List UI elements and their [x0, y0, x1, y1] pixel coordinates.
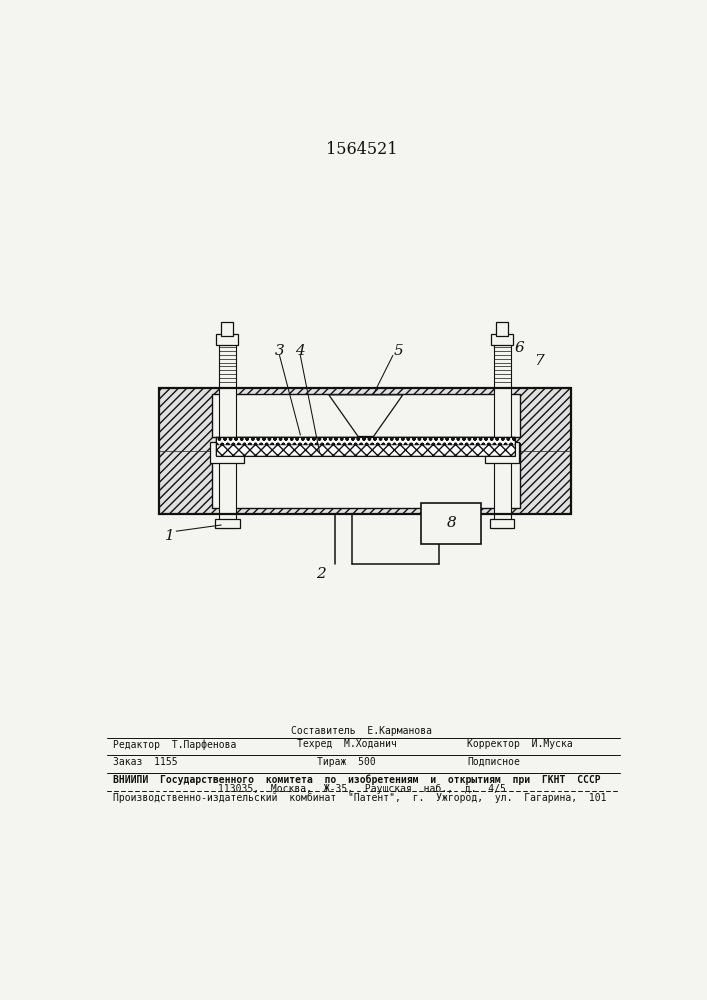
Text: Подписное: Подписное [467, 757, 520, 767]
Text: 3: 3 [275, 344, 284, 358]
Bar [210, 442, 244, 463]
Bar [160, 388, 571, 451]
Bar [215, 519, 240, 528]
Bar [216, 445, 515, 456]
Text: ВНИИПИ  Государственного  комитета  по  изобретениям  и  открытиям  при  ГКНТ  С: ВНИИПИ Государственного комитета по изоб… [113, 774, 601, 785]
Polygon shape [329, 395, 403, 436]
Text: 113035,  Москва,  Ж-35,  Раушская  наб.,  д.  4/5: 113035, Москва, Ж-35, Раушская наб., д. … [218, 784, 506, 794]
Bar [221, 322, 233, 336]
Text: Производственно-издательский  комбинат  "Патент",  г.  Ужгород,  ул.  Гагарина, : Производственно-издательский комбинат "П… [113, 793, 607, 803]
Text: 8: 8 [446, 516, 456, 530]
Text: 2: 2 [316, 567, 326, 581]
Text: 5: 5 [393, 344, 403, 358]
Bar [485, 442, 519, 463]
Text: Техред  М.Ходанич: Техред М.Ходанич [296, 739, 397, 749]
Bar [218, 340, 235, 528]
Bar [490, 519, 515, 528]
Bar [491, 334, 513, 345]
Bar [212, 394, 520, 437]
Bar [421, 503, 481, 544]
Bar [493, 340, 510, 528]
Text: 7: 7 [534, 354, 544, 368]
Text: 6: 6 [514, 341, 524, 355]
Text: 1564521: 1564521 [326, 141, 398, 158]
Bar [160, 388, 571, 514]
Text: Корректор  И.Муска: Корректор И.Муска [467, 739, 573, 749]
Bar [216, 437, 515, 456]
Bar [160, 451, 571, 514]
Text: Редактор  Т.Парфенова: Редактор Т.Парфенова [113, 739, 237, 750]
Text: Составитель  Е.Карманова: Составитель Е.Карманова [291, 726, 433, 736]
Bar [216, 334, 238, 345]
Text: Заказ  1155: Заказ 1155 [113, 757, 178, 767]
Bar [496, 322, 508, 336]
Text: 4: 4 [296, 344, 305, 358]
Bar [212, 443, 520, 508]
Text: 1: 1 [165, 529, 175, 543]
Text: Тираж  500: Тираж 500 [317, 757, 376, 767]
Bar [216, 437, 515, 445]
